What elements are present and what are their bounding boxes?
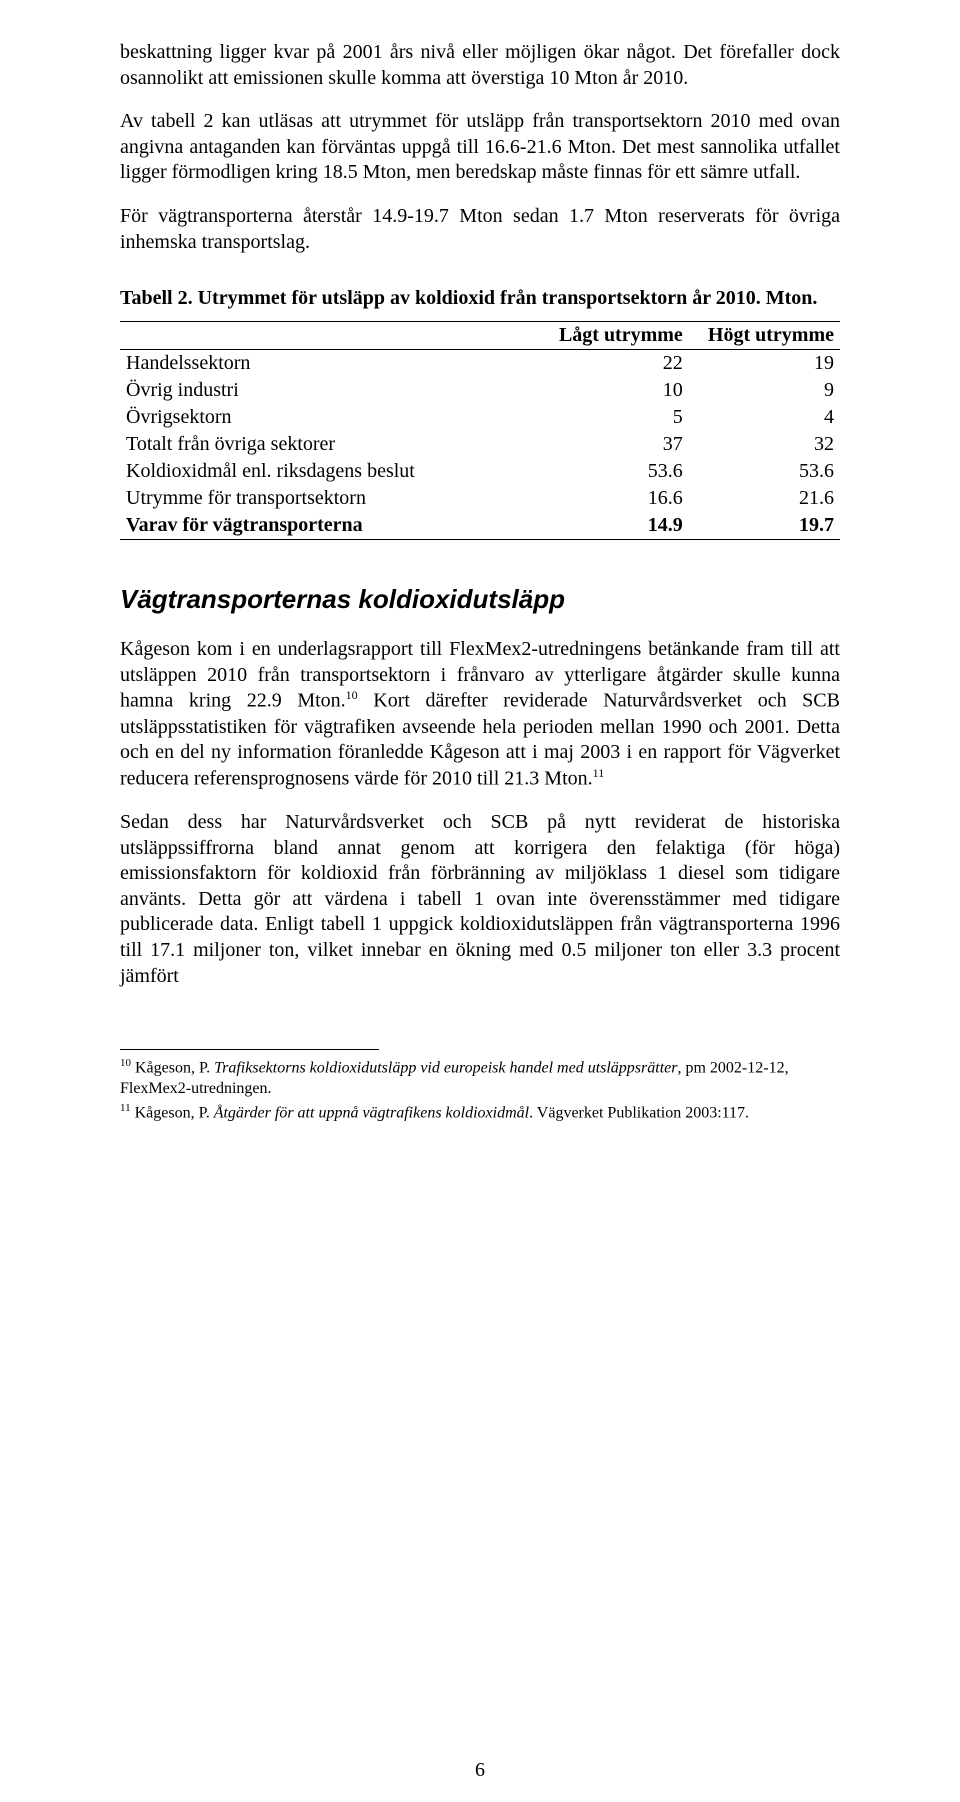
footnote-10-i: Trafiksektorns koldioxidutsläpp vid euro… [214,1060,677,1077]
footnote-10-num: 10 [120,1057,131,1069]
row-low-value: 53.6 [538,458,689,485]
row-label: Handelssektorn [120,350,538,378]
footnote-10-a: Kågeson, P. [131,1060,214,1077]
table-header-blank [120,322,538,350]
table-row: Handelssektorn2219 [120,350,840,378]
table-row: Koldioxidmål enl. riksdagens beslut53.65… [120,458,840,485]
footnote-10: 10 Kågeson, P. Trafiksektorns koldioxidu… [120,1056,840,1099]
row-low-value: 10 [538,377,689,404]
row-high-value: 53.6 [689,458,840,485]
footnotes-rule [120,1049,379,1056]
table-row: Varav för vägtransporterna14.919.7 [120,512,840,540]
row-high-value: 19.7 [689,512,840,540]
row-low-value: 37 [538,431,689,458]
row-label: Koldioxidmål enl. riksdagens beslut [120,458,538,485]
table-body: Handelssektorn2219Övrig industri109Övrig… [120,350,840,540]
paragraph-3: För vägtransporterna återstår 14.9-19.7 … [120,204,840,255]
footnote-11: 11 Kågeson, P. Åtgärder för att uppnå vä… [120,1101,840,1124]
row-high-value: 21.6 [689,485,840,512]
table-row: Utrymme för transportsektorn16.621.6 [120,485,840,512]
emissions-table: Lågt utrymme Högt utrymme Handelssektorn… [120,321,840,540]
footnote-11-a: Kågeson, P. [131,1105,214,1122]
section-heading: Vägtransporternas koldioxidutsläpp [120,584,840,615]
row-low-value: 5 [538,404,689,431]
row-low-value: 22 [538,350,689,378]
row-label: Övrigsektorn [120,404,538,431]
paragraph-2: Av tabell 2 kan utläsas att utrymmet för… [120,109,840,186]
table-caption: Tabell 2. Utrymmet för utsläpp av koldio… [120,285,840,311]
row-high-value: 9 [689,377,840,404]
paragraph-4: Kågeson kom i en underlagsrapport till F… [120,637,840,792]
row-label: Övrig industri [120,377,538,404]
footnote-ref-11: 11 [593,766,605,780]
table-row: Övrigsektorn54 [120,404,840,431]
document-page: beskattning ligger kvar på 2001 års nivå… [0,0,960,1802]
footnote-ref-10: 10 [346,688,358,702]
footnotes: 10 Kågeson, P. Trafiksektorns koldioxidu… [120,1056,840,1124]
paragraph-1: beskattning ligger kvar på 2001 års nivå… [120,40,840,91]
row-label: Totalt från övriga sektorer [120,431,538,458]
row-high-value: 19 [689,350,840,378]
page-number: 6 [0,1759,960,1782]
table-header-row: Lågt utrymme Högt utrymme [120,322,840,350]
paragraph-5: Sedan dess har Naturvårdsverket och SCB … [120,810,840,989]
table-header-high: Högt utrymme [689,322,840,350]
footnote-11-b: . Vägverket Publikation 2003:117. [529,1105,749,1122]
table-row: Övrig industri109 [120,377,840,404]
row-low-value: 16.6 [538,485,689,512]
footnote-11-i: Åtgärder för att uppnå vägtrafikens kold… [214,1105,529,1122]
footnote-11-num: 11 [120,1102,131,1114]
row-high-value: 32 [689,431,840,458]
table-row: Totalt från övriga sektorer3732 [120,431,840,458]
row-label: Utrymme för transportsektorn [120,485,538,512]
row-label: Varav för vägtransporterna [120,512,538,540]
table-header-low: Lågt utrymme [538,322,689,350]
row-high-value: 4 [689,404,840,431]
row-low-value: 14.9 [538,512,689,540]
